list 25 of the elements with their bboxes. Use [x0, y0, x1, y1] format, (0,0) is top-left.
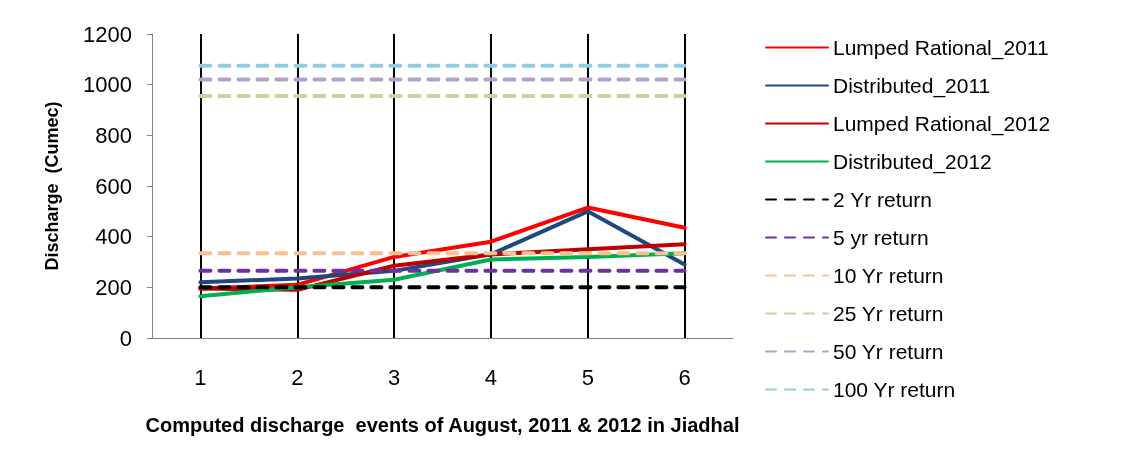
y-axis-title: Discharge (Cumec): [42, 101, 62, 271]
legend-label: Distributed_2012: [833, 150, 992, 174]
y-tick-label: 400: [95, 224, 132, 250]
y-tick-label: 0: [119, 325, 132, 351]
legend-label: 100 Yr return: [833, 378, 956, 401]
x-tick-label: 6: [678, 364, 691, 390]
legend-label: 2 Yr return: [833, 188, 932, 211]
y-tick-label: 1200: [83, 21, 132, 47]
x-tick-label: 4: [484, 364, 498, 390]
x-tick-label: 2: [291, 364, 304, 390]
x-tick-label: 1: [194, 364, 207, 390]
y-tick-label: 200: [95, 274, 132, 300]
legend-label: Distributed_2011: [833, 74, 991, 98]
x-tick-label: 5: [581, 364, 594, 390]
x-tick-label: 3: [387, 364, 401, 390]
legend-label: Lumped Rational_2011: [833, 36, 1049, 60]
y-tick-label: 600: [95, 173, 132, 199]
x-axis-title: Computed discharge events of August, 2011 & 2012 in Jiadhal: [145, 414, 740, 436]
legend-label: 10 Yr return: [833, 264, 944, 287]
legend-label: 25 Yr return: [833, 302, 944, 325]
y-tick-label: 800: [95, 122, 132, 148]
legend-label: 5 yr return: [833, 226, 929, 249]
y-tick-label: 1000: [83, 72, 132, 98]
legend-label: 50 Yr return: [833, 340, 944, 363]
legend-label: Lumped Rational_2012: [833, 112, 1051, 136]
